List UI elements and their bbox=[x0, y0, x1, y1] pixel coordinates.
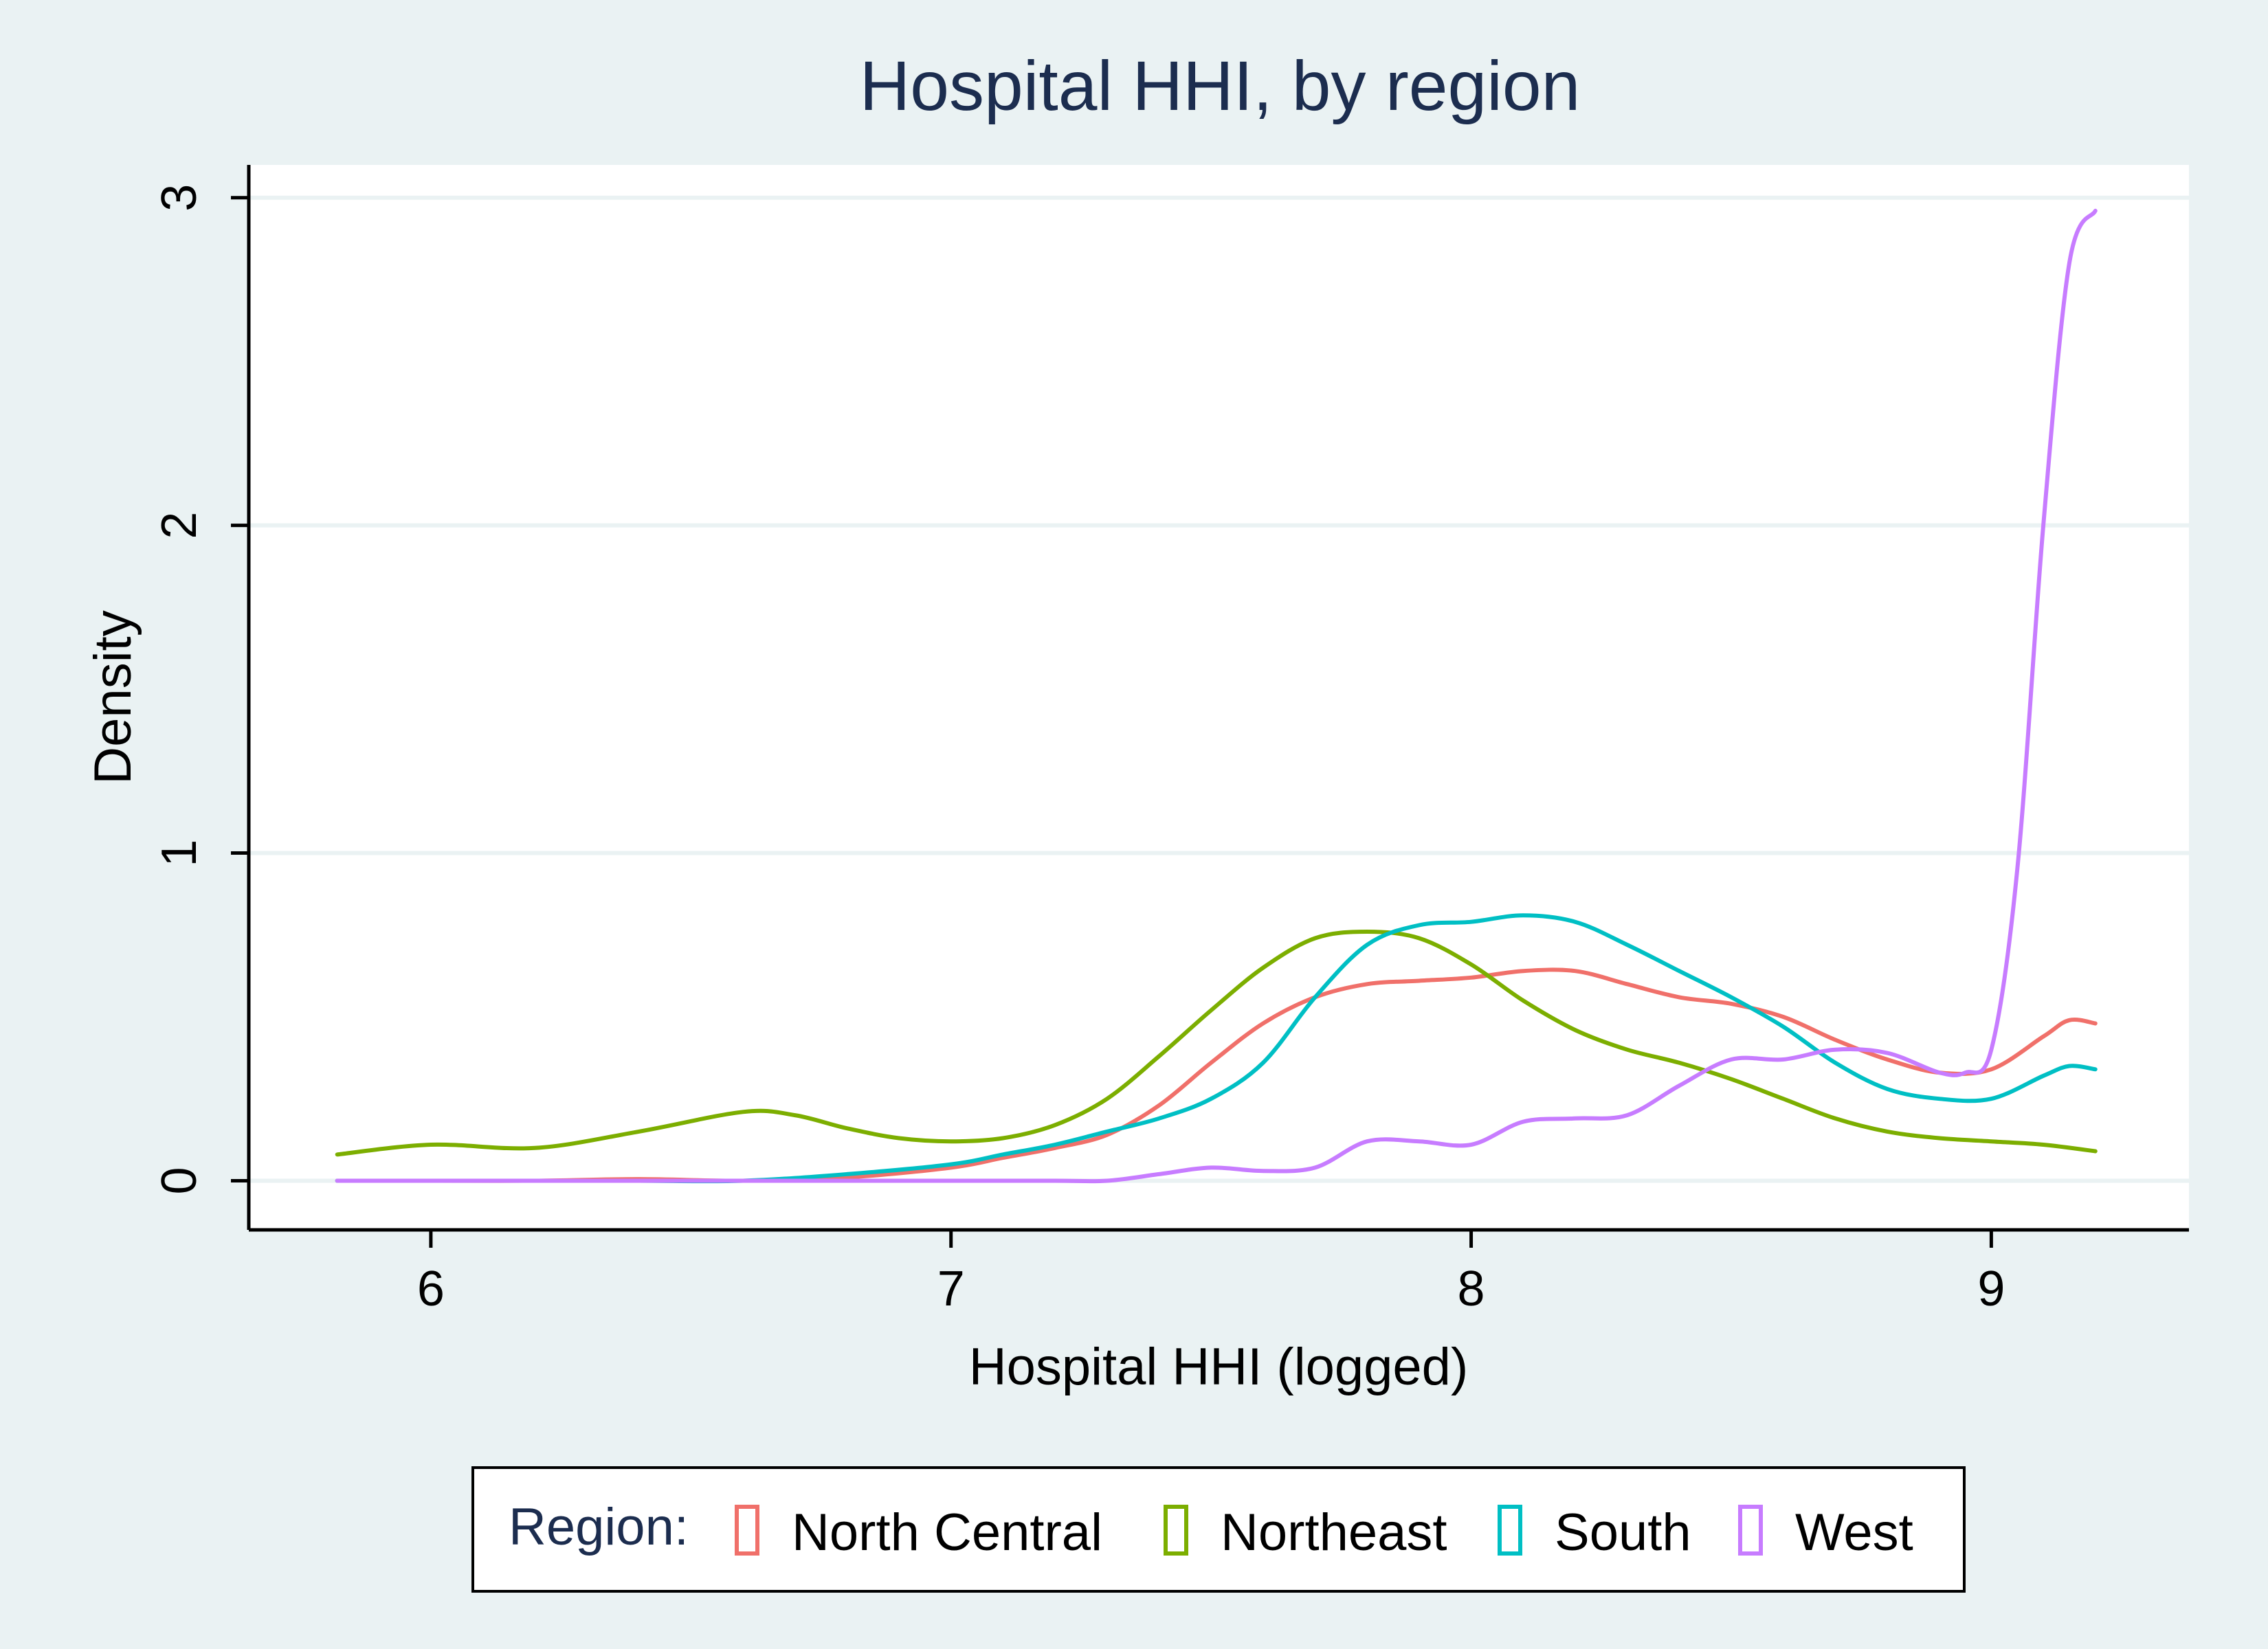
y-axis-ticks: 0 1 2 3 bbox=[152, 184, 249, 1194]
legend-label-west: West bbox=[1795, 1503, 1913, 1562]
series-line-west bbox=[335, 208, 2098, 1184]
legend-swatch-west bbox=[1738, 1505, 1763, 1556]
legend-swatch-north-central bbox=[735, 1505, 759, 1556]
plot-area-fill bbox=[249, 165, 2189, 1230]
y-tick-label-1: 1 bbox=[152, 840, 207, 867]
legend-label-south: South bbox=[1555, 1503, 1691, 1562]
legend-title: Region: bbox=[509, 1498, 689, 1556]
series-lines bbox=[335, 208, 2098, 1184]
x-tick-label-6: 6 bbox=[417, 1261, 445, 1316]
legend-swatch-northeast bbox=[1164, 1505, 1188, 1556]
legend-items: North Central Northeast South West bbox=[735, 1503, 1913, 1562]
x-tick-label-9: 9 bbox=[1977, 1261, 2005, 1316]
x-tick-label-8: 8 bbox=[1458, 1261, 1485, 1316]
y-tick-label-2: 2 bbox=[152, 512, 207, 539]
x-axis-label: Hospital HHI (logged) bbox=[969, 1338, 1469, 1396]
y-tick-label-3: 3 bbox=[152, 184, 207, 212]
chart-title: Hospital HHI, by region bbox=[860, 47, 1581, 125]
legend-label-northeast: Northeast bbox=[1221, 1503, 1447, 1562]
legend-label-north-central: North Central bbox=[792, 1503, 1102, 1562]
legend: Region: North Central Northeast South West bbox=[471, 1466, 1966, 1593]
legend-swatch-south bbox=[1498, 1505, 1522, 1556]
y-axis-label: Density bbox=[84, 610, 142, 784]
y-tick-label-0: 0 bbox=[152, 1167, 207, 1194]
x-tick-label-7: 7 bbox=[937, 1261, 965, 1316]
legend-box bbox=[471, 1466, 1966, 1593]
series-line-northeast bbox=[335, 930, 2098, 1157]
x-axis-ticks: 6 7 8 9 bbox=[417, 1230, 2005, 1316]
